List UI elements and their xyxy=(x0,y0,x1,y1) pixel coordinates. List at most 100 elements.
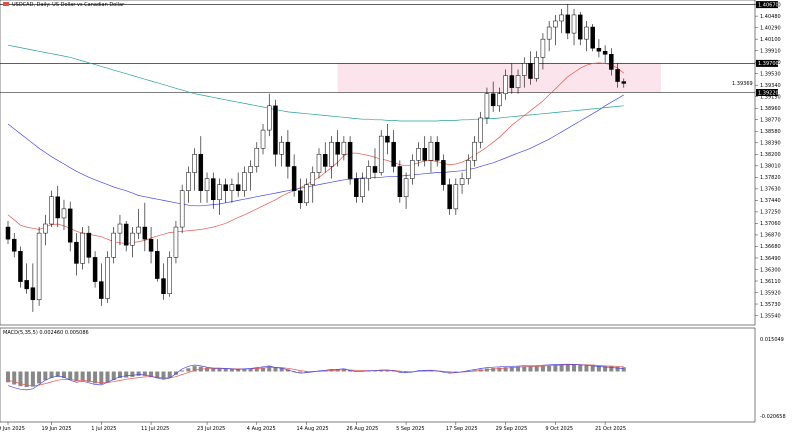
macd-bar xyxy=(6,371,10,383)
candle-body-up xyxy=(316,154,322,173)
macd-line-2 xyxy=(7,363,624,391)
macd-bar xyxy=(379,370,384,372)
price-tag-bg xyxy=(756,1,778,9)
macd-bar xyxy=(18,371,23,387)
macd-bar xyxy=(497,367,502,372)
price-label: 1.38390 xyxy=(760,141,781,147)
macd-bar xyxy=(192,366,197,372)
macd-bar xyxy=(503,367,508,372)
price-label: 1.36110 xyxy=(760,279,781,285)
candle xyxy=(130,227,135,258)
macd-bar xyxy=(466,371,471,372)
time-label: 1 Jul 2025 xyxy=(91,426,116,432)
candle-body-down xyxy=(354,178,359,197)
candle-body-down xyxy=(30,287,36,301)
time-label: 26 Aug 2025 xyxy=(346,426,378,432)
macd-bar xyxy=(229,368,234,372)
candle-body-down xyxy=(11,238,17,252)
candle-body-up xyxy=(522,63,527,76)
macd-bar xyxy=(572,364,577,372)
macd-bar xyxy=(509,366,514,372)
candle xyxy=(571,8,577,46)
candle xyxy=(254,142,260,173)
candle-body-up xyxy=(366,166,372,179)
macd-axis-label: 0.015049 xyxy=(760,337,784,343)
candle-body-up xyxy=(484,93,490,119)
macd-bar xyxy=(136,371,141,376)
candle-body-up xyxy=(117,223,123,234)
price-label: 1.37250 xyxy=(760,210,781,216)
macd-bar xyxy=(30,371,35,387)
candle-body-up xyxy=(329,141,334,167)
candle-body-up xyxy=(428,141,434,161)
macd-bar xyxy=(603,366,608,372)
candle-body-down xyxy=(509,75,515,88)
price-axis: 1.40670 1.40480 1.40290 1.40100 1.39910 1.397… xyxy=(755,2,781,319)
candle xyxy=(173,220,179,264)
candle xyxy=(584,20,589,52)
price-label: 1.36490 xyxy=(760,256,781,262)
candle-body-up xyxy=(584,26,589,40)
candle xyxy=(142,202,148,252)
candle xyxy=(260,124,266,155)
candle xyxy=(235,172,241,197)
candle xyxy=(223,178,228,203)
candle xyxy=(123,220,129,252)
candle-body-down xyxy=(285,141,291,167)
price-label: 1.37630 xyxy=(760,187,781,193)
candle-body-up xyxy=(534,57,539,79)
macd-bar xyxy=(348,370,353,372)
candle-body-up xyxy=(36,232,42,301)
candle-body-down xyxy=(590,26,595,49)
macd-bar xyxy=(441,371,446,373)
candle xyxy=(503,69,508,100)
candle-body-up xyxy=(248,166,253,173)
candle xyxy=(534,51,539,82)
macd-bar xyxy=(540,365,545,372)
candle-body-down xyxy=(577,14,583,40)
macd-axis-label: -0.020658 xyxy=(760,414,786,420)
candle-body-down xyxy=(211,178,216,201)
macd-bar xyxy=(236,369,241,372)
candle xyxy=(509,63,515,94)
candle-body-down xyxy=(347,141,353,179)
candle-body-up xyxy=(360,178,365,197)
candle xyxy=(43,214,48,246)
price-label: 1.38770 xyxy=(760,118,781,124)
macd-bar xyxy=(99,371,104,385)
candle xyxy=(242,166,247,197)
macd-bar xyxy=(391,370,396,372)
candle xyxy=(422,136,427,167)
price-label: 1.39340 xyxy=(760,83,781,89)
candle xyxy=(217,178,222,215)
candles xyxy=(5,4,627,312)
chart-header: USDCAD, Daily: US Dollar vs Canadian Dol… xyxy=(3,2,125,8)
candle-body-up xyxy=(43,223,48,234)
candle xyxy=(136,208,141,240)
candle-body-up xyxy=(254,148,260,167)
main-price-panel xyxy=(0,0,756,326)
macd-bar xyxy=(117,371,122,378)
candle xyxy=(497,87,502,112)
candle-body-up xyxy=(416,148,421,161)
candle-body-down xyxy=(602,51,608,55)
candle xyxy=(24,263,29,294)
candle xyxy=(161,263,166,300)
macd-bar xyxy=(615,366,620,372)
macd-bar xyxy=(553,365,558,372)
macd-bar xyxy=(205,367,210,372)
candle-body-down xyxy=(148,238,154,252)
candle xyxy=(316,148,322,179)
macd-bar xyxy=(211,368,216,372)
price-tag-label: 1.40670 xyxy=(758,2,779,8)
macd-bar xyxy=(273,367,278,372)
candle xyxy=(540,33,546,70)
candle xyxy=(148,227,154,264)
time-axis: 9 Jun 2025 19 Jun 2025 1 Jul 2025 11 Jul 20… xyxy=(0,422,626,432)
price-label: 1.38200 xyxy=(760,152,781,158)
candle-body-up xyxy=(186,172,191,191)
macd-bar xyxy=(49,371,54,378)
bid-label: 1.39369 xyxy=(732,81,753,87)
candle xyxy=(229,178,235,203)
